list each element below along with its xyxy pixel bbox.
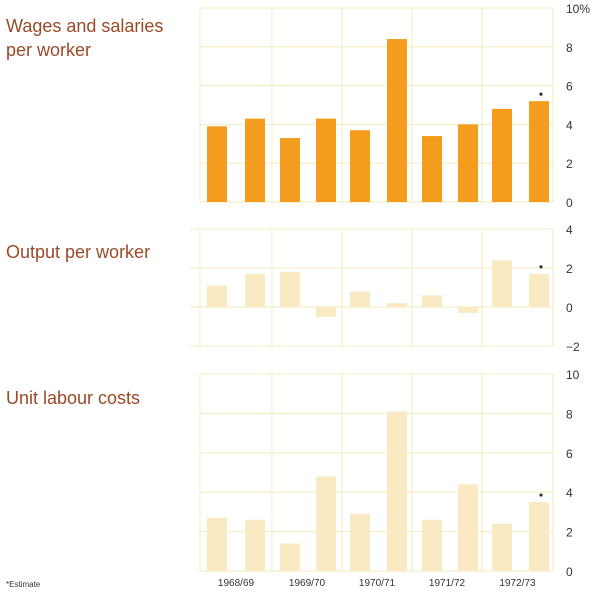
bar [458,124,478,202]
bar [350,513,370,571]
bar [387,303,407,307]
bar [492,523,512,571]
y-tick-label: 2 [566,526,573,540]
panel-title-wages: Wages and salaries per worker [6,14,163,62]
y-tick-label: 8 [566,407,573,421]
bar [422,295,442,307]
bar [387,39,407,202]
bar [529,502,549,571]
y-tick-label: 4 [566,486,573,500]
y-tick-label: −2 [566,340,580,354]
bar [280,543,300,571]
bar [316,476,336,571]
panel-2: 0 2 4 6 8 10 [199,368,580,579]
y-tick-label: 10% [566,2,590,16]
bar [207,517,227,571]
bar [529,101,549,202]
x-axis-labels: 1968/69 1969/70 1970/71 1971/72 1972/73 [218,578,536,589]
bar [316,307,336,317]
bar [458,307,478,313]
x-tick-label: 1971/72 [429,578,466,589]
y-tick-label: 4 [566,223,573,237]
estimate-marker [539,265,543,269]
panel-title-wages-line2: per worker [6,40,92,60]
bar [458,484,478,571]
y-tick-label: 6 [566,80,573,94]
x-tick-label: 1970/71 [359,578,396,589]
bar [207,126,227,202]
panel-title-output-line1: Output per worker [6,242,151,262]
panel-1: −2 0 2 4 [190,223,580,354]
bar [350,130,370,202]
x-tick-label: 1969/70 [289,578,326,589]
bar [245,273,265,307]
panel-title-wages-line1: Wages and salaries [6,16,164,36]
y-tick-label: 6 [566,447,573,461]
bar [492,108,512,202]
bar [422,136,442,202]
bar [422,519,442,571]
panel-title-output: Output per worker [6,240,150,264]
bar [316,118,336,202]
y-tick-label: 0 [566,565,573,579]
bar [492,260,512,307]
estimate-marker [539,493,543,497]
y-tick-label: 8 [566,41,573,55]
y-tick-label: 10 [566,368,580,382]
x-tick-label: 1972/73 [499,578,536,589]
estimate-marker [539,92,543,96]
bar [280,137,300,202]
y-tick-label: 2 [566,262,573,276]
y-tick-label: 0 [566,301,573,315]
estimate-footnote: *Estimate [6,580,41,589]
panel-0: 0 2 4 6 8 10% [199,2,590,210]
bar [350,291,370,307]
panel-title-unit-labour-line1: Unit labour costs [6,388,141,408]
bar [207,285,227,307]
y-tick-label: 0 [566,196,573,210]
bar [387,411,407,571]
bar [280,271,300,307]
bar [245,118,265,202]
bar [245,519,265,571]
y-tick-label: 2 [566,157,573,171]
x-tick-label: 1968/69 [218,578,255,589]
panel-title-unit-labour-costs: Unit labour costs [6,386,140,410]
y-tick-label: 4 [566,118,573,132]
bar [529,273,549,307]
